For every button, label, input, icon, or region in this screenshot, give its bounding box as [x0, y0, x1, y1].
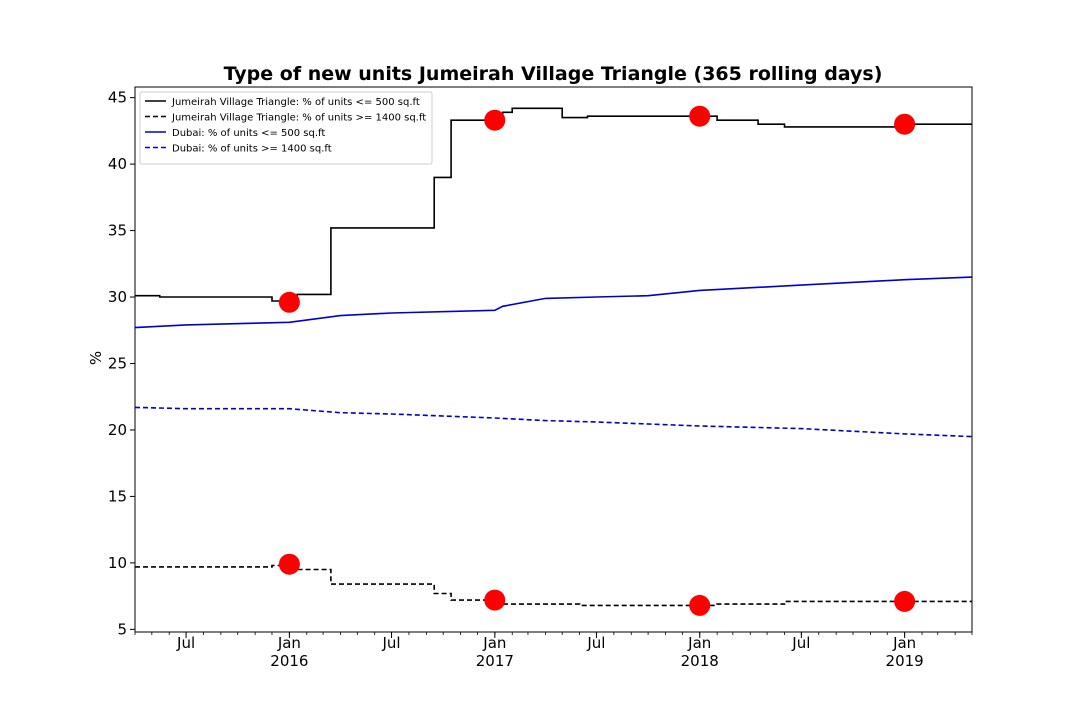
- legend-entry-label: Dubai: % of units >= 1400 sq.ft: [172, 144, 332, 155]
- legend-entry-label: Jumeirah Village Triangle: % of units >=…: [171, 113, 426, 124]
- data-marker: [689, 105, 711, 127]
- legend-box: [139, 91, 433, 165]
- series-line-dubai-of-units-500-sq-ft: [134, 276, 973, 329]
- data-marker: [278, 291, 300, 313]
- y-tick-label: 25: [108, 354, 127, 372]
- x-tick-label: Jul: [381, 634, 400, 652]
- x-tick-year-label: 2016: [270, 652, 308, 670]
- data-marker: [894, 113, 916, 135]
- x-tick-label: Jul: [176, 634, 195, 652]
- x-tick-year-label: 2018: [681, 652, 719, 670]
- x-tick-label: Jan: [892, 634, 916, 652]
- y-tick-label: 30: [108, 288, 127, 306]
- legend: Jumeirah Village Triangle: % of units <=…: [139, 91, 433, 165]
- legend-entry-label: Dubai: % of units <= 500 sq.ft: [172, 128, 325, 139]
- x-tick-year-label: 2019: [886, 652, 924, 670]
- x-tick-label: Jan: [277, 634, 301, 652]
- plot-frame: [134, 86, 973, 633]
- y-tick-label: 40: [108, 155, 127, 173]
- y-tick-label: 5: [117, 620, 127, 638]
- y-tick-label: 15: [108, 487, 127, 505]
- marker-layer: [278, 105, 916, 616]
- y-tick-label: 20: [108, 421, 127, 439]
- series-line-dubai-of-units-1400-sq-ft: [134, 406, 973, 438]
- y-tick-label: 35: [108, 222, 127, 240]
- x-tick-label: Jan: [687, 634, 711, 652]
- x-tick-label: Jul: [586, 634, 605, 652]
- data-marker: [894, 590, 916, 612]
- y-tick-label: 45: [108, 89, 127, 107]
- y-axis: 5 10 15 20 25 30 35 40 45: [108, 89, 135, 638]
- data-marker: [484, 589, 506, 611]
- x-tick-label: Jul: [791, 634, 810, 652]
- data-marker: [484, 109, 506, 131]
- data-marker: [278, 553, 300, 575]
- y-tick-label: 10: [108, 554, 127, 572]
- y-axis-label: %: [87, 351, 105, 365]
- x-tick-label: Jan: [482, 634, 506, 652]
- legend-entry-label: Jumeirah Village Triangle: % of units <=…: [171, 97, 420, 108]
- chart-title: Type of new units Jumeirah Village Trian…: [224, 63, 883, 85]
- data-marker: [689, 594, 711, 616]
- x-tick-year-label: 2017: [476, 652, 514, 670]
